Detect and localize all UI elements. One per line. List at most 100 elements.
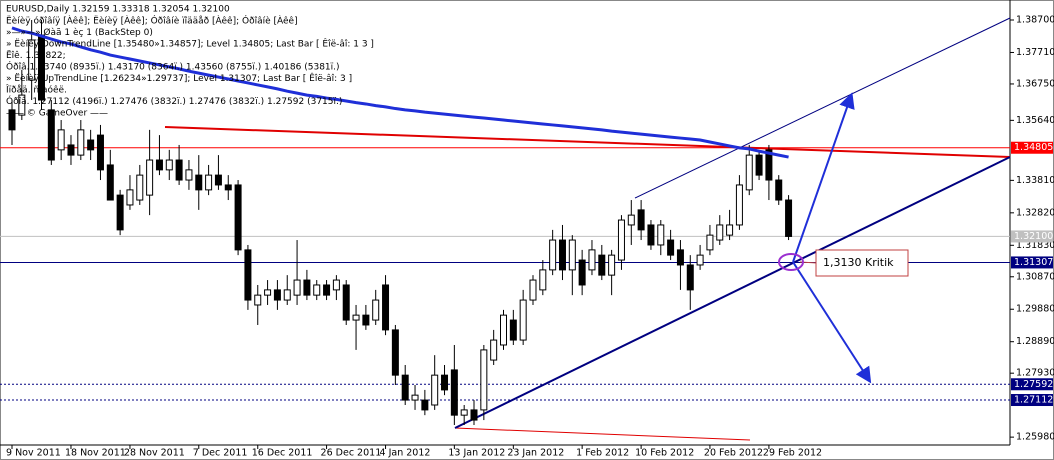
candle-body (421, 399, 429, 411)
candle-body (283, 289, 291, 301)
candle-body (441, 374, 449, 391)
candle-body (490, 339, 498, 361)
candle-body (224, 184, 232, 191)
candle-body (323, 284, 331, 296)
y-tick-label: 1.31830 (1016, 240, 1054, 251)
y-tick-label: 1.25980 (1016, 432, 1054, 443)
candle-body (431, 374, 439, 406)
candle-body (67, 144, 75, 156)
y-tick-label: 1.35640 (1016, 115, 1054, 126)
x-tick-label: 4 Jan 2012 (380, 448, 431, 459)
candle-body (332, 279, 340, 291)
candle-body (18, 94, 26, 116)
candle-body (460, 409, 468, 416)
candle-body (116, 194, 124, 231)
channel-line (634, 17, 1011, 199)
candle-body (726, 224, 734, 236)
candles (8, 20, 793, 425)
candle-body (126, 189, 134, 206)
critical-ellipse (778, 253, 804, 271)
candle-body (401, 374, 409, 401)
x-tick-label: 16 Dec 2011 (252, 448, 313, 459)
x-tick-label: 20 Feb 2012 (704, 448, 763, 459)
x-tick-label: 7 Dec 2011 (193, 448, 248, 459)
candle-body (558, 239, 566, 271)
x-tick-label: 29 Feb 2012 (763, 448, 822, 459)
up-trend-line (454, 156, 1011, 429)
candle-body (146, 159, 154, 196)
candle-body (28, 39, 36, 81)
candle-body (77, 129, 85, 156)
info-line: Óðîâ.1.43740 (8935ï.) 1.43170 (8364ï.) 1… (6, 61, 340, 73)
candle-body (598, 254, 606, 276)
trend-lines (164, 17, 1011, 441)
candle-body (57, 129, 65, 151)
candle-body (47, 109, 55, 161)
candle-body (87, 139, 95, 151)
x-tick-label: 23 Jan 2012 (507, 448, 564, 459)
candle-body (293, 279, 301, 296)
candle-body (342, 284, 350, 321)
candle-body (106, 164, 114, 201)
x-tick-label: 28 Nov 2011 (124, 448, 185, 459)
callout-text: 1,3130 Kritik (823, 256, 894, 269)
y-tick-label: 1.28890 (1016, 336, 1054, 347)
candle-body (185, 169, 193, 181)
arrow-down (792, 261, 872, 384)
candle-body (775, 179, 783, 201)
candle-body (588, 249, 596, 271)
candle-body (676, 249, 684, 266)
level-tag (1011, 394, 1053, 407)
y-tick-label: 1.27930 (1016, 368, 1054, 379)
candle-body (667, 239, 675, 256)
candle-body (627, 214, 635, 226)
lower-red-line (454, 427, 751, 441)
candle-body (303, 279, 311, 296)
candle-body (480, 349, 488, 411)
x-tick-label: 18 Nov 2011 (65, 448, 126, 459)
level-tag (1011, 230, 1053, 243)
candle-body (686, 264, 694, 291)
candle-body (205, 174, 213, 191)
y-tick-label: 1.36750 (1016, 78, 1054, 89)
candle-body (500, 314, 507, 346)
candle-body (313, 284, 321, 296)
candle-body (372, 299, 380, 321)
info-line: Ëîê. 1.34822; (6, 50, 66, 61)
callout-box (815, 249, 909, 277)
candle-body (391, 329, 399, 376)
candle-body (382, 284, 390, 331)
candle-body (735, 184, 743, 226)
level-tag-label: 1.27592 (1014, 379, 1053, 390)
candle-body (549, 239, 557, 271)
x-tick-label: 1 Feb 2012 (576, 448, 629, 459)
candle-body (136, 174, 144, 201)
level-tag (1011, 141, 1053, 154)
info-line: —— © GameOver —— (6, 109, 108, 119)
candle-body (165, 159, 173, 171)
candle-body (509, 319, 517, 341)
arrow-up (792, 92, 855, 263)
candle-body (195, 174, 203, 191)
candle-body (617, 219, 625, 261)
candle-body (706, 234, 714, 251)
candle-body (214, 174, 222, 186)
candle-body (234, 184, 242, 251)
candle-body (657, 224, 665, 246)
candle-body (352, 314, 360, 321)
y-tick-label: 1.30870 (1016, 271, 1054, 282)
candle-body (716, 224, 724, 241)
level-tag-label: 1.27112 (1014, 395, 1053, 406)
candle-body (175, 159, 183, 181)
candle-body (696, 254, 704, 266)
annotation-group: 1,3130 Kritik (778, 92, 909, 384)
x-tick-label: 10 Feb 2012 (635, 448, 694, 459)
x-tick-label: 26 Dec 2011 (321, 448, 382, 459)
candle-body (647, 224, 655, 246)
candle-body (450, 369, 458, 416)
candle-body (519, 299, 527, 341)
info-line: »—»—» Øàã 1 èç 1 (BackStep 0) (6, 27, 153, 38)
